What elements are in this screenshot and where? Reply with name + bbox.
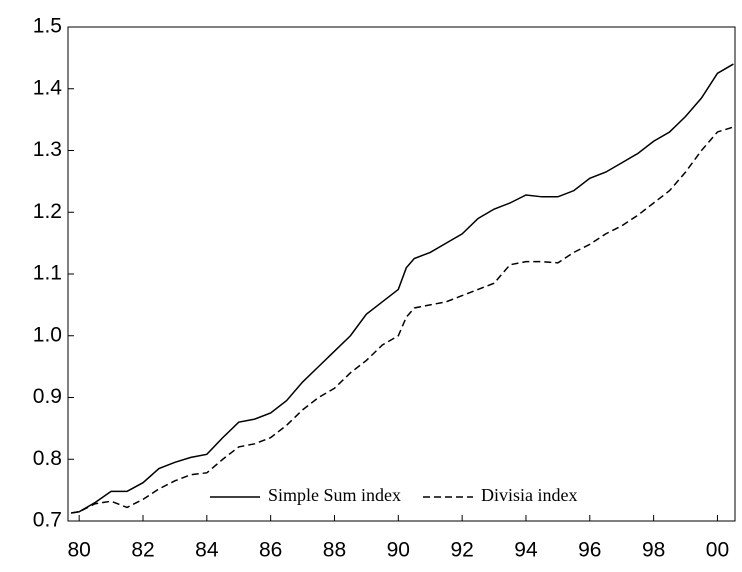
x-tick-label: 80 <box>67 539 90 562</box>
y-tick-label: 1.1 <box>33 262 62 285</box>
x-tick-label: 84 <box>195 539 219 562</box>
y-tick-label: 0.9 <box>33 385 62 408</box>
series-line <box>71 63 734 514</box>
x-tick-label: 00 <box>706 539 729 562</box>
x-tick-label: 92 <box>450 539 473 562</box>
x-tick-label: 88 <box>323 539 346 562</box>
x-tick-label: 86 <box>259 539 282 562</box>
y-tick-label: 1.5 <box>33 15 62 38</box>
legend-label: Simple Sum index <box>268 485 401 505</box>
x-tick-label: 90 <box>387 539 410 562</box>
y-tick-label: 0.8 <box>33 447 62 470</box>
x-tick-label: 98 <box>642 539 665 562</box>
series-line <box>71 126 734 514</box>
y-tick-label: 1.3 <box>33 138 62 161</box>
x-tick-label: 94 <box>514 539 538 562</box>
x-tick-label: 96 <box>578 539 601 562</box>
legend-label: Divisia index <box>481 485 578 505</box>
plot-frame <box>67 26 736 522</box>
y-tick-label: 1.0 <box>33 323 62 346</box>
x-tick-label: 82 <box>131 539 154 562</box>
y-tick-label: 1.2 <box>33 200 62 223</box>
y-tick-label: 1.4 <box>33 76 63 99</box>
y-tick-label: 0.7 <box>33 509 62 532</box>
